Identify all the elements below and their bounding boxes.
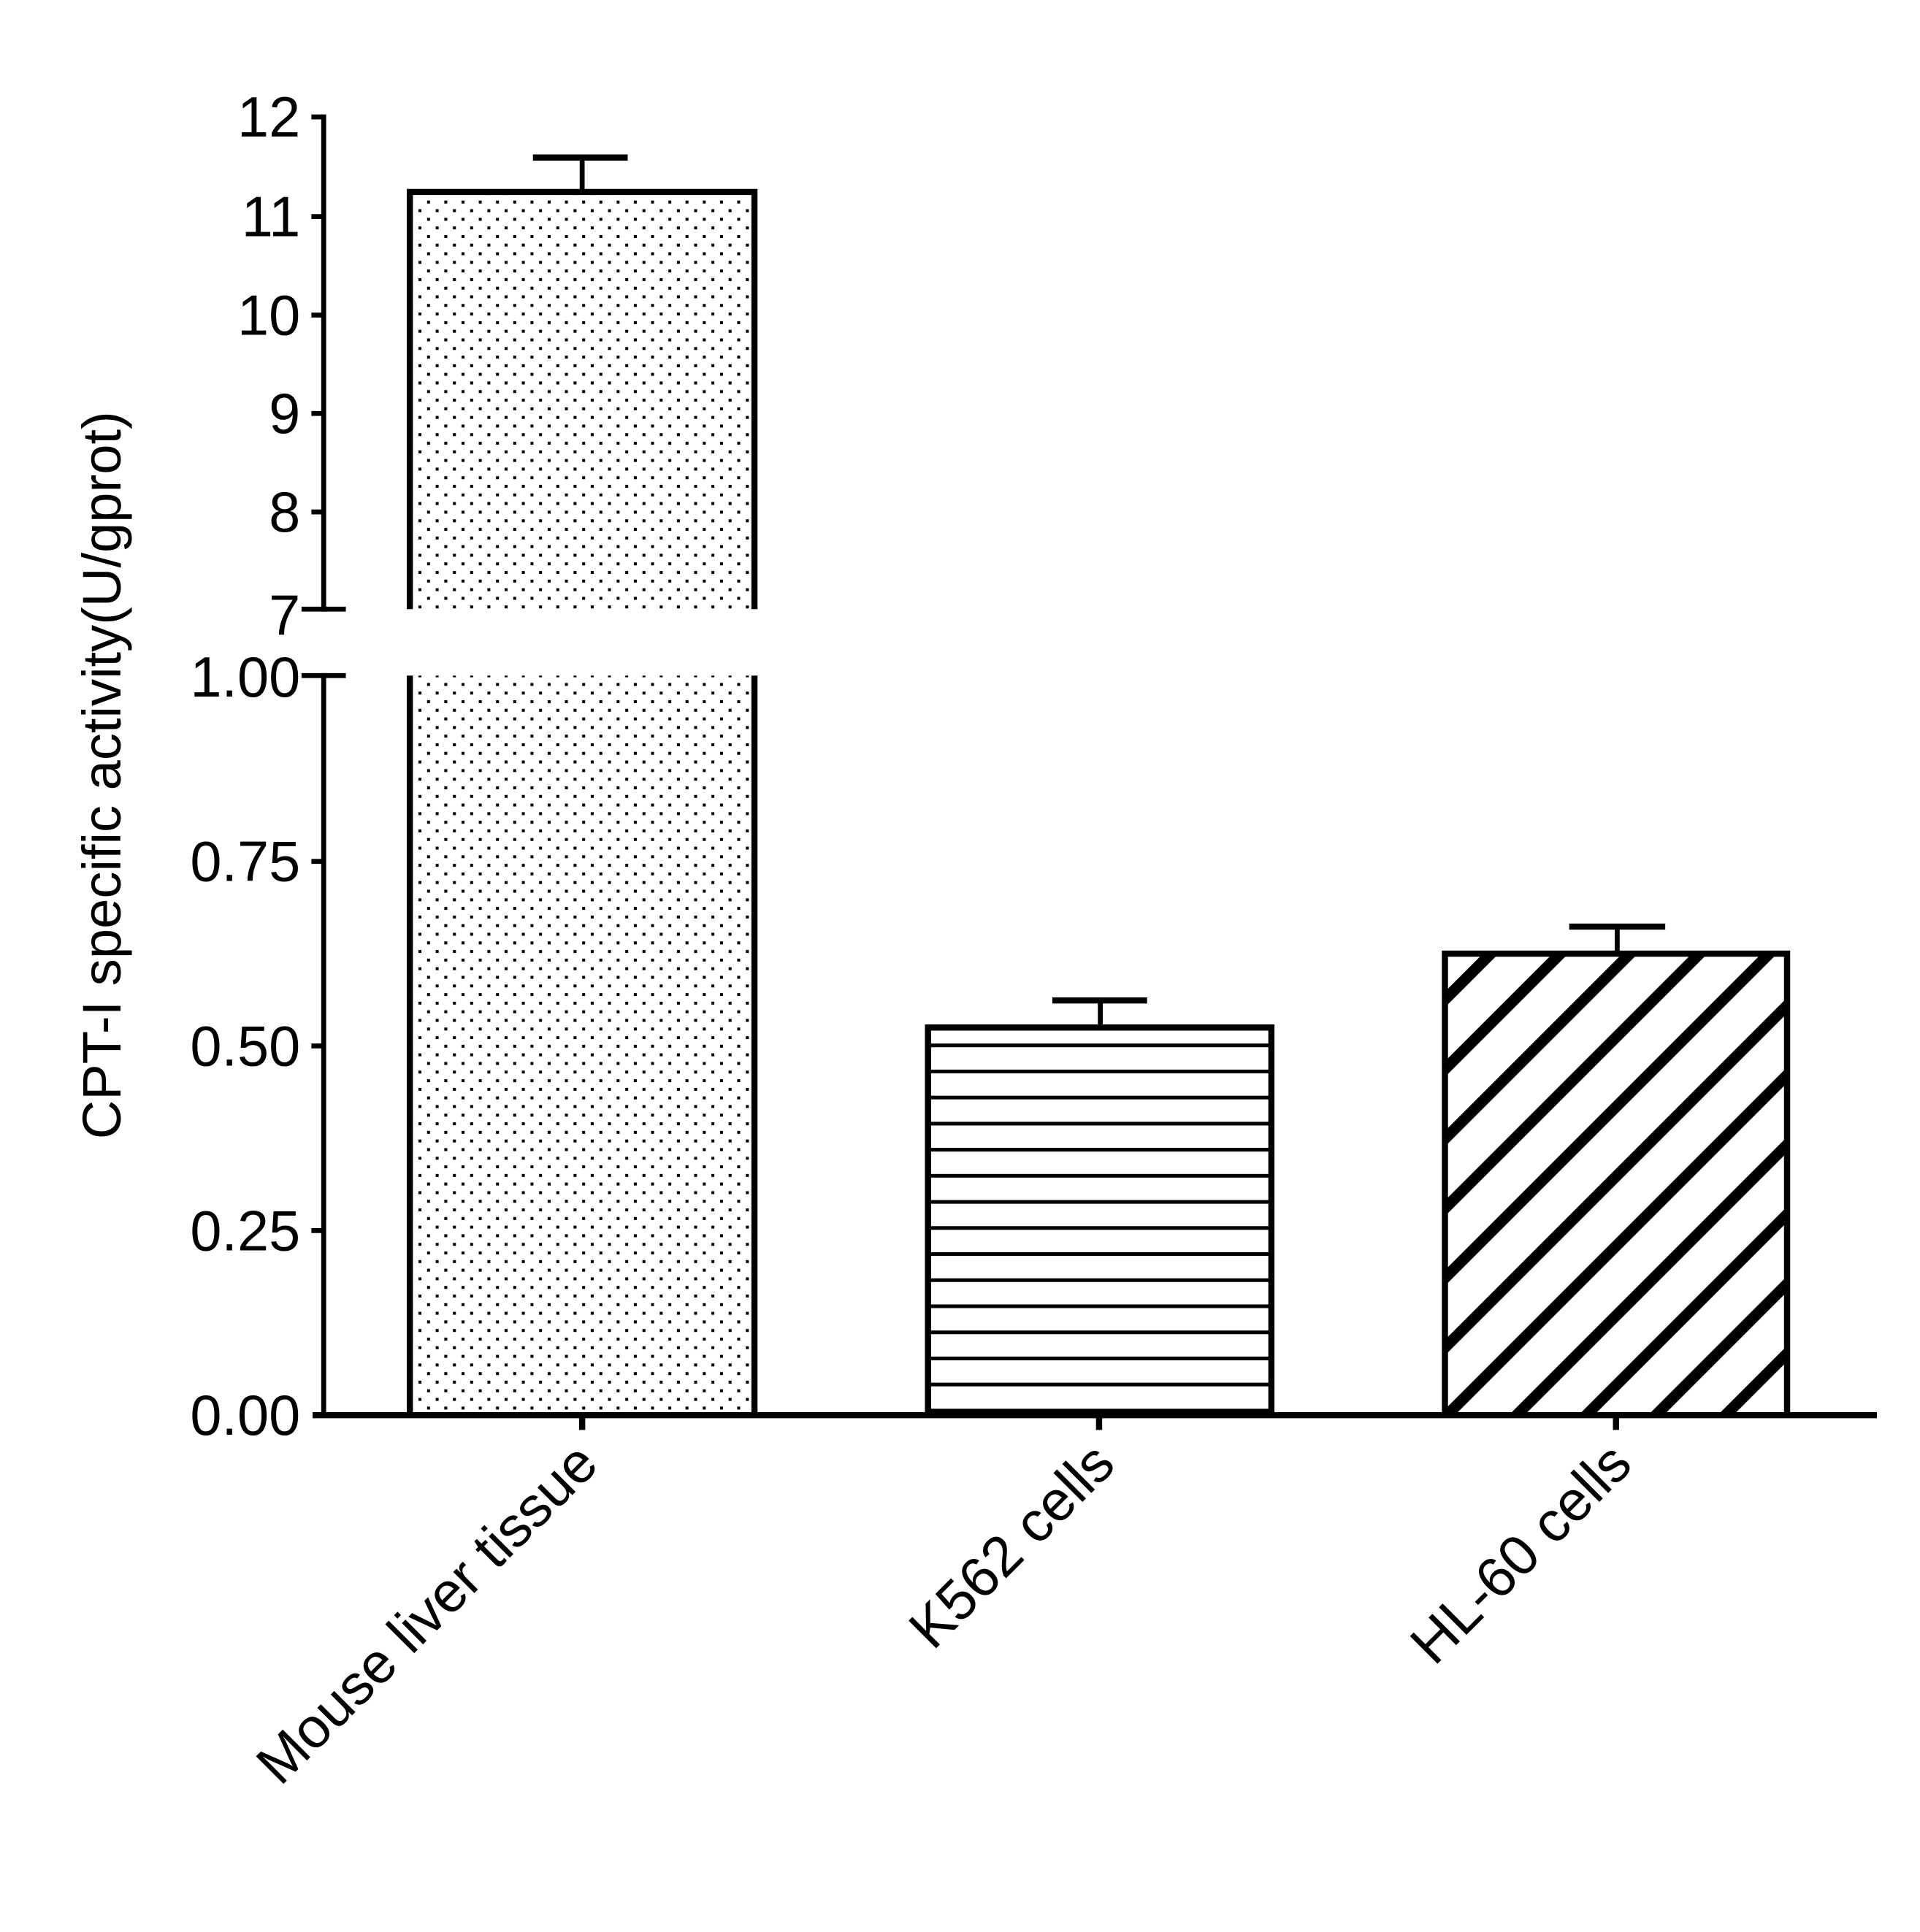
tick-label-9: 9 (269, 383, 300, 445)
tick-label-0-75: 0.75 (190, 831, 300, 894)
bar-k562-cells (925, 997, 1275, 1416)
x-label-k562-cells: K562 cells (898, 1431, 1127, 1660)
tick-label-8: 8 (269, 481, 300, 544)
tick-label-0-25: 0.25 (190, 1200, 300, 1262)
error-bar (532, 154, 628, 192)
tick-label-7: 7 (269, 585, 300, 648)
y-axis-lower: 1.00 0.75 0.50 0.25 0.00 (190, 646, 346, 1447)
tick-label-12: 12 (237, 86, 300, 149)
tick-label-1-00: 1.00 (190, 646, 300, 709)
error-bar (1569, 923, 1666, 954)
x-label-mouse-liver-tissue: Mouse liver tissue (245, 1431, 609, 1795)
tick-label-10: 10 (237, 284, 300, 347)
bar-hl60-cells (1442, 923, 1791, 1416)
y-axis-upper: 12 11 10 9 8 7 (237, 86, 346, 648)
tick-label-0-50: 0.50 (190, 1016, 300, 1078)
bar-mouse-liver-tissue (406, 154, 758, 1416)
tick-label-0-00: 0.00 (190, 1384, 300, 1447)
y-axis-title: CPT-I specific activity(U/gprot) (72, 411, 132, 1139)
x-label-hl60-cells: HL-60 cells (1399, 1431, 1643, 1676)
x-axis: Mouse liver tissue K562 cells HL-60 cell… (245, 1411, 1878, 1796)
error-bar (1052, 997, 1147, 1028)
tick-label-11: 11 (242, 186, 300, 249)
